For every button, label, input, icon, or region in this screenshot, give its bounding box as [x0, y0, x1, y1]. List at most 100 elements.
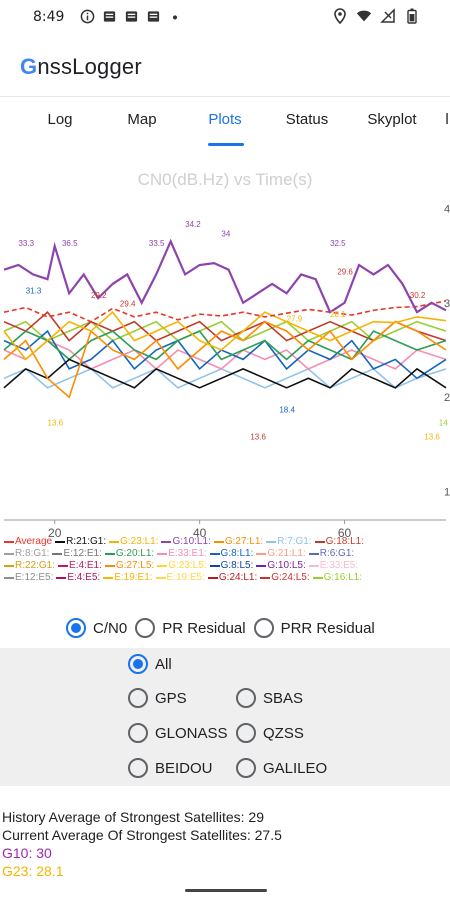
legend-swatch	[104, 553, 115, 555]
legend-swatch	[161, 541, 172, 543]
data-label: 33.5	[149, 239, 165, 248]
tab-skyplot[interactable]: Skyplot	[367, 111, 417, 128]
legend-item: R:6:G1:	[308, 548, 355, 560]
legend-row: E:12:E5: E:4:E5: E:19:E1: E:19:E5: G:24:L1: G…	[4, 572, 444, 584]
tab-log[interactable]: Log	[47, 111, 73, 128]
y-tick-label: 20	[444, 392, 450, 404]
legend-item: E:19:E5:	[155, 572, 205, 584]
legend-item: G:24:L1:	[207, 572, 258, 584]
chart-legend: Average R:21:G1: G:23:L1: G:10:L1: G:27:L1: R…	[4, 536, 444, 584]
legend-swatch	[256, 565, 267, 567]
legend-row: R:22:G1: E:4:E1: G:27:L5: G:23:L5: G:8:L5: G:…	[4, 560, 444, 572]
series-line	[3, 367, 447, 389]
legend-item: G:10:L5:	[256, 560, 306, 572]
cn0-chart[interactable]: CN0(dB.Hz) vs Time(s) 20 40 60 40 30 20 10 33.3…	[0, 160, 450, 590]
legend-swatch	[103, 577, 114, 579]
legend-label: E:12:E5:	[15, 572, 54, 583]
filter-beidou[interactable]: BEIDOU	[128, 758, 213, 778]
legend-item: G:20:L1:	[104, 548, 154, 560]
gesture-home-bar[interactable]	[185, 889, 267, 892]
series-line	[3, 320, 447, 399]
filter-sbas[interactable]: SBAS	[236, 688, 303, 708]
current-average-text: Current Average Of Strongest Satellites:…	[2, 827, 282, 843]
legend-label: G:24:L5:	[271, 572, 310, 583]
data-label: 29.4	[120, 300, 136, 309]
legend-label: G:10:L5:	[267, 560, 306, 571]
radio-prr-residual[interactable]: PRR Residual	[253, 618, 375, 638]
x-tick-label: 40	[193, 526, 207, 540]
legend-row: R:8:G1: E:12:E1: G:20:L1: E:33:E1: G:8:L1: G:…	[4, 548, 444, 560]
filter-qzss-indicator	[236, 723, 256, 743]
legend-swatch	[58, 565, 69, 567]
legend-item: E:4:E5:	[56, 572, 100, 584]
status-bar: 8:49	[0, 0, 450, 34]
data-label: 36.5	[62, 239, 78, 248]
filter-all-indicator	[128, 654, 148, 674]
filter-all[interactable]: All	[128, 654, 172, 674]
data-label: 13.6	[424, 433, 440, 442]
radio-pr-residual-label: PR Residual	[162, 619, 246, 637]
series-line	[3, 339, 447, 370]
tab-plots[interactable]: Plots	[208, 111, 242, 128]
legend-item: G:16:L1:	[312, 572, 362, 584]
filter-glonass-indicator	[128, 723, 148, 743]
radio-cn0[interactable]: C/N0	[66, 618, 127, 638]
battery-icon	[404, 8, 420, 24]
legend-swatch	[213, 541, 224, 543]
tab-map[interactable]: Map	[127, 111, 157, 128]
filter-gps[interactable]: GPS	[128, 688, 187, 708]
tab-status[interactable]: Status	[285, 111, 329, 128]
filter-all-label: All	[155, 655, 172, 673]
filter-gps-indicator	[128, 688, 148, 708]
legend-swatch	[157, 565, 168, 567]
legend-item: E:12:E1:	[52, 548, 102, 560]
legend-label: G:27:L1:	[224, 536, 264, 547]
legend-swatch	[256, 553, 267, 555]
legend-swatch	[209, 553, 220, 555]
legend-item: R:21:G1:	[55, 536, 106, 548]
radio-prr-residual-label: PRR Residual	[280, 619, 375, 637]
chart-title: CN0(dB.Hz) vs Time(s)	[137, 170, 313, 189]
legend-label: R:7:G1:	[277, 536, 312, 547]
legend-label: Average	[15, 536, 53, 547]
legend-item: G:23:L5:	[157, 560, 207, 572]
message-icon	[123, 8, 139, 24]
legend-label: E:4:E5:	[67, 572, 101, 583]
legend-label: R:21:G1:	[66, 536, 107, 547]
y-tick-label: 40	[444, 203, 450, 215]
legend-swatch	[4, 553, 14, 555]
legend-label: G:23:L5:	[168, 560, 207, 571]
tab-overflow-partial[interactable]: l	[445, 111, 449, 128]
data-label: 18.4	[279, 405, 295, 414]
filter-qzss[interactable]: QZSS	[236, 723, 304, 743]
data-label: 34.2	[185, 220, 201, 229]
filter-galileo-label: GALILEO	[263, 759, 328, 777]
y-tick-label: 10	[444, 487, 450, 499]
filter-galileo[interactable]: GALILEO	[236, 758, 327, 778]
legend-item: G:24:L5:	[260, 572, 310, 584]
data-label: 34	[221, 230, 230, 239]
legend-label: E:19:E5:	[166, 572, 205, 583]
tab-indicator	[208, 143, 244, 146]
legend-label: G:8:L1:	[220, 548, 254, 559]
app-logo-letter: G	[20, 54, 38, 79]
app-title-text: nssLogger	[37, 54, 142, 79]
legend-item: G:27:L5:	[104, 560, 154, 572]
filter-galileo-indicator	[236, 758, 256, 778]
data-label: 29.2	[91, 291, 107, 300]
legend-item: R:8:G1:	[4, 548, 49, 560]
filter-qzss-label: QZSS	[263, 724, 304, 742]
satellite-g23-value: G23: 28.1	[2, 863, 64, 879]
filter-gps-label: GPS	[155, 689, 187, 707]
legend-label: R:6:G1:	[319, 548, 355, 559]
radio-prr-residual-indicator	[253, 618, 274, 638]
y-tick-label: 30	[444, 298, 450, 310]
legend-item: E:33:E5:	[308, 560, 358, 572]
radio-pr-residual[interactable]: PR Residual	[135, 618, 246, 638]
data-label: 14	[439, 419, 448, 428]
legend-item: E:12:E5:	[4, 572, 53, 584]
legend-label: E:4:E1:	[69, 560, 102, 571]
filter-glonass[interactable]: GLONASS	[128, 723, 228, 743]
legend-label: G:24:L1:	[218, 572, 258, 583]
data-label: 32.5	[330, 239, 346, 248]
